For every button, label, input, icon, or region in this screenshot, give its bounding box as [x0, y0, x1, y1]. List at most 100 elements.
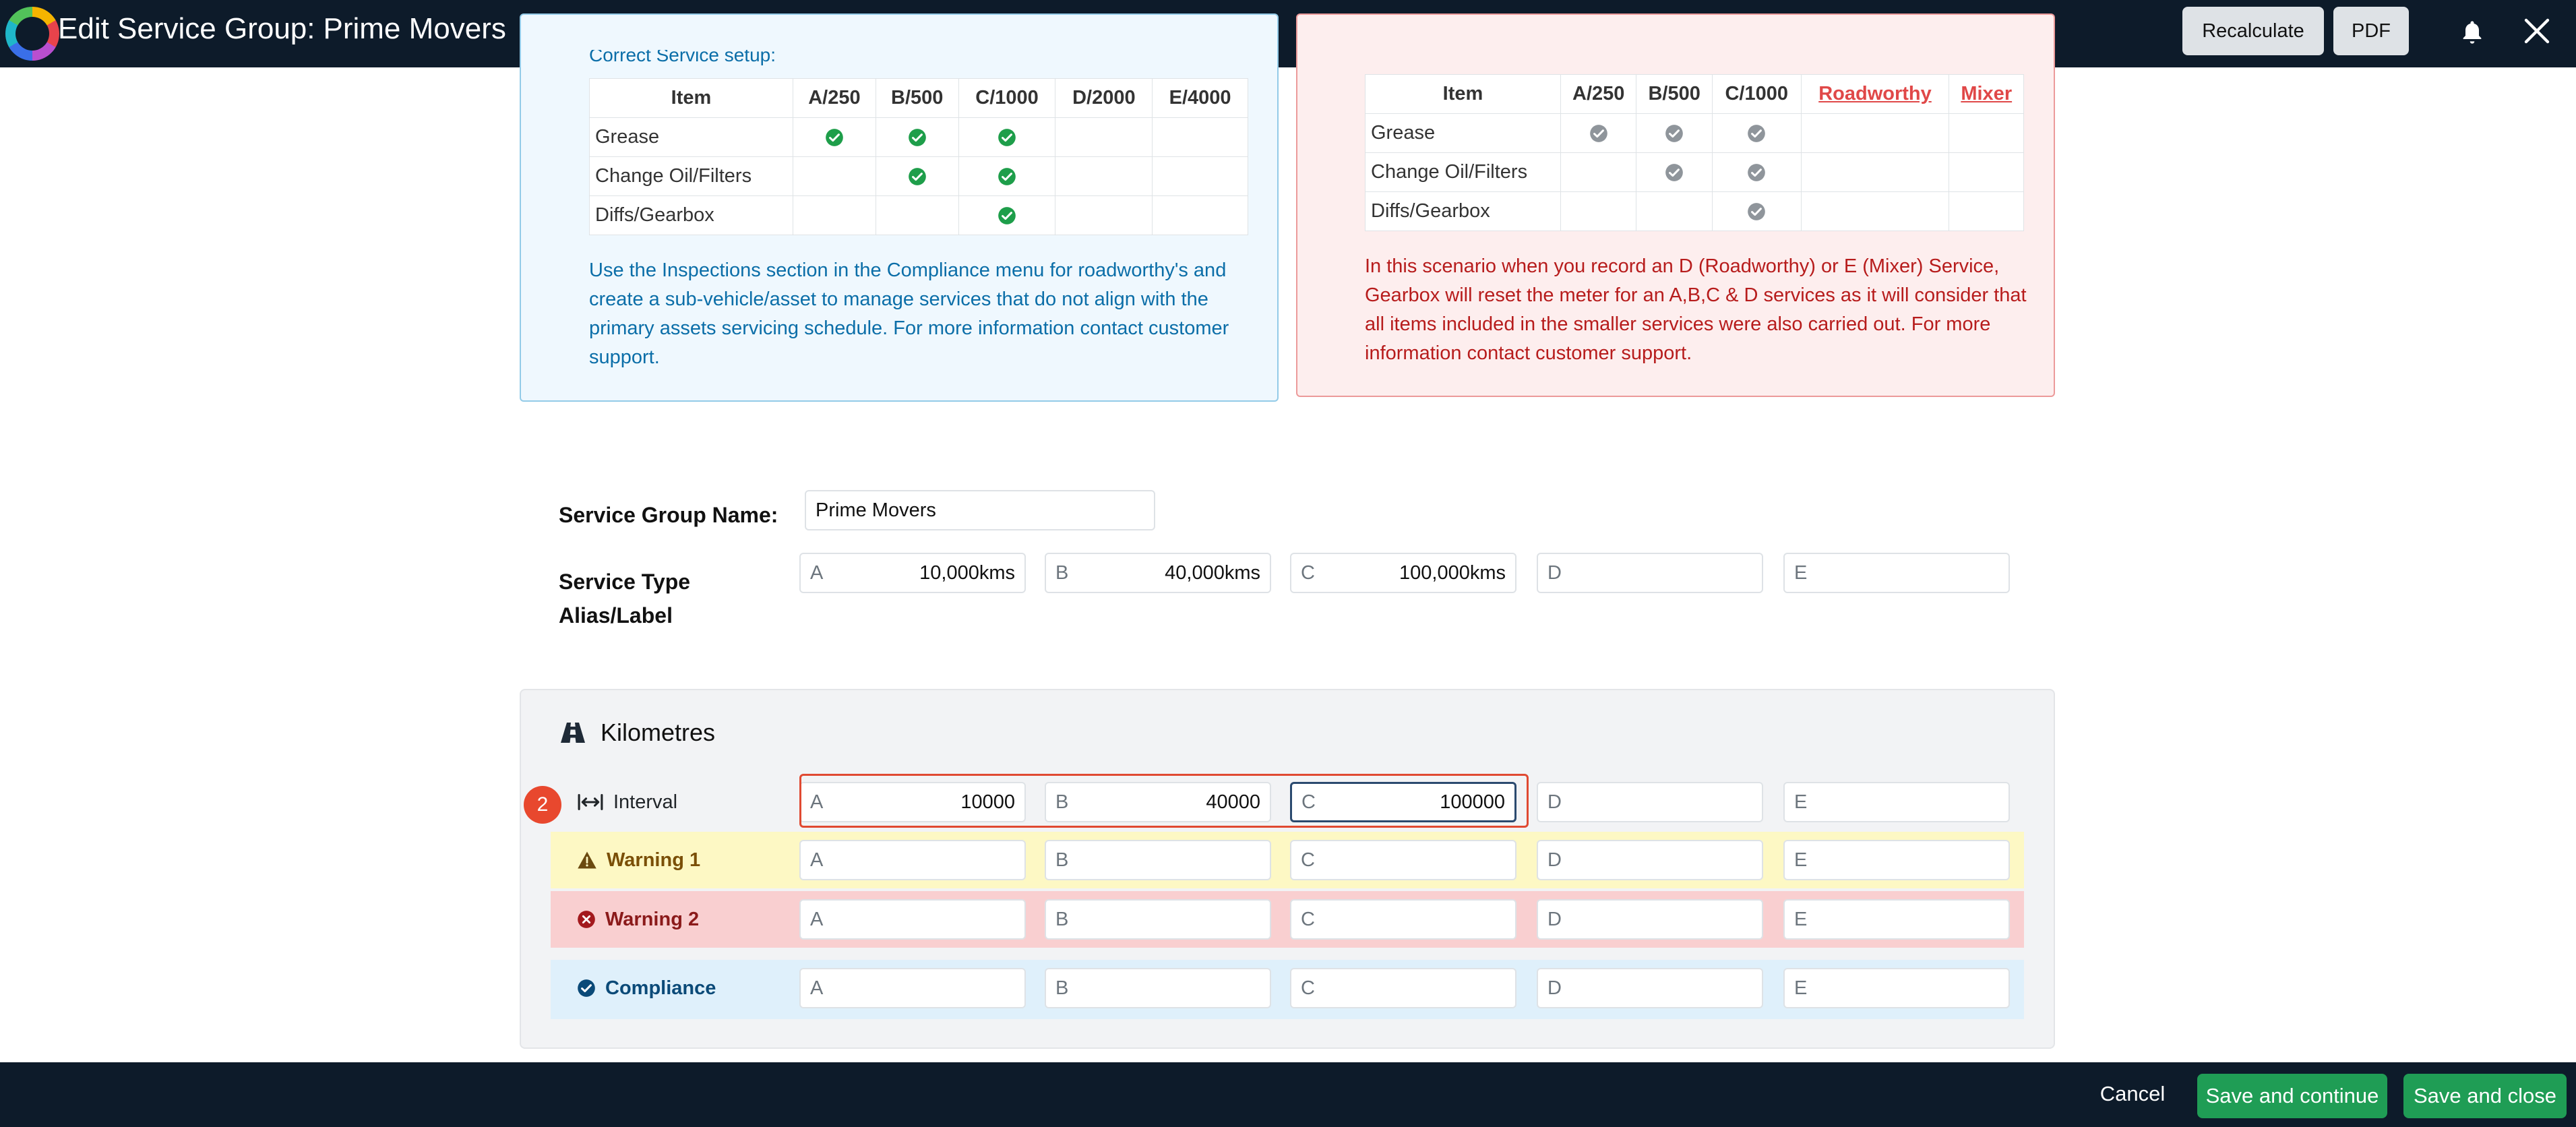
check-cell: [1949, 152, 2024, 192]
check-cell: [1560, 191, 1637, 231]
row-item-label: Change Oil/Filters: [589, 156, 793, 196]
roadworthy-link[interactable]: Roadworthy: [1818, 83, 1932, 104]
check-circle-icon: [908, 129, 926, 147]
service-type-alias-label: Service Type Alias/Label: [559, 570, 691, 628]
alias-input-c[interactable]: C 100,000kms: [1290, 553, 1516, 593]
check-cell: [1800, 152, 1950, 192]
check-circle-icon: [1748, 203, 1766, 221]
check-circle-icon: [826, 129, 843, 147]
km-input-compliance-c[interactable]: C: [1290, 968, 1516, 1008]
km-input-prefix: C: [1301, 908, 1315, 930]
km-input-value: 100000: [1440, 791, 1505, 813]
save-and-continue-button[interactable]: Save and continue: [2197, 1074, 2387, 1118]
check-cell: [1800, 113, 1950, 153]
recalculate-button[interactable]: Recalculate: [2182, 7, 2324, 55]
check-cell: [1636, 113, 1713, 153]
column-header-item: Item: [589, 78, 793, 118]
km-row-warning-2: [551, 891, 2024, 948]
km-input-warning-2-a[interactable]: A: [799, 899, 1026, 940]
column-header-c: C/1000: [1711, 74, 1802, 114]
km-input-prefix: D: [1547, 908, 1562, 930]
table-row: Diffs/Gearbox: [589, 195, 1248, 235]
service-group-name-value: Prime Movers: [816, 499, 936, 521]
column-header-mixer[interactable]: Mixer: [1949, 74, 2024, 114]
table-row: Change Oil/Filters: [1365, 152, 2024, 192]
km-input-compliance-a[interactable]: A: [799, 968, 1026, 1008]
alias-value: 10,000kms: [919, 561, 1015, 584]
km-input-warning-1-a[interactable]: A: [799, 840, 1026, 880]
check-cell: [1152, 156, 1248, 196]
km-input-warning-1-c[interactable]: C: [1290, 840, 1516, 880]
mixer-link[interactable]: Mixer: [1961, 83, 2013, 104]
km-input-warning-2-b[interactable]: B: [1045, 899, 1271, 940]
cancel-button[interactable]: Cancel: [2099, 1082, 2166, 1105]
km-input-compliance-d[interactable]: D: [1537, 968, 1763, 1008]
correct-setup-heading: Correct Service setup:: [589, 50, 859, 73]
road-icon: [561, 723, 585, 743]
km-input-interval-a[interactable]: A 10000: [799, 782, 1026, 822]
alias-input-b[interactable]: B 40,000kms: [1045, 553, 1271, 593]
step-badge: 2: [524, 786, 561, 824]
check-circle-icon: [1589, 125, 1607, 143]
km-input-prefix: B: [1055, 849, 1069, 871]
check-cell: [1152, 117, 1248, 157]
km-input-warning-1-b[interactable]: B: [1045, 840, 1271, 880]
check-circle-icon: [1665, 125, 1684, 143]
km-input-warning-2-d[interactable]: D: [1537, 899, 1763, 940]
alias-input-a[interactable]: A 10,000kms: [799, 553, 1026, 593]
km-input-interval-c[interactable]: C 100000: [1290, 782, 1516, 822]
km-input-interval-d[interactable]: D: [1537, 782, 1763, 822]
km-input-prefix: B: [1055, 908, 1069, 930]
column-header-a: A/250: [793, 78, 876, 118]
check-cell: [1949, 113, 2024, 153]
close-icon[interactable]: [2521, 15, 2553, 47]
check-circle-icon: [1748, 164, 1766, 182]
km-row-label: Warning 2: [577, 903, 699, 936]
km-input-interval-b[interactable]: B 40000: [1045, 782, 1271, 822]
check-cell: [793, 195, 876, 235]
alias-prefix: D: [1547, 561, 1562, 584]
row-item-label: Grease: [589, 117, 793, 157]
km-input-compliance-e[interactable]: E: [1783, 968, 2010, 1008]
bell-icon[interactable]: [2459, 19, 2486, 46]
check-cell: [958, 195, 1056, 235]
check-cell: [1055, 195, 1153, 235]
pdf-button[interactable]: PDF: [2333, 7, 2409, 55]
km-input-warning-2-e[interactable]: E: [1783, 899, 2010, 940]
km-input-prefix: C: [1301, 791, 1316, 813]
alias-input-d[interactable]: D: [1537, 553, 1763, 593]
save-and-close-button[interactable]: Save and close: [2403, 1074, 2567, 1118]
column-header-d: D/2000: [1055, 78, 1153, 118]
scenario-description: In this scenario when you record an D (R…: [1365, 255, 2027, 364]
km-input-prefix: A: [810, 977, 824, 999]
table-row: Grease: [589, 117, 1248, 157]
page-title: Edit Service Group: Prime Movers: [58, 12, 506, 46]
km-input-prefix: E: [1794, 849, 1808, 871]
check-cell: [958, 156, 1056, 196]
km-input-compliance-b[interactable]: B: [1045, 968, 1271, 1008]
column-header-c: C/1000: [958, 78, 1056, 118]
check-cell: [1560, 113, 1637, 153]
alias-value: 40,000kms: [1165, 561, 1260, 584]
service-group-name-input[interactable]: Prime Movers: [805, 490, 1155, 530]
km-input-interval-e[interactable]: E: [1783, 782, 2010, 822]
check-cell: [875, 117, 959, 157]
column-header-e: E/4000: [1152, 78, 1248, 118]
km-input-prefix: A: [810, 908, 824, 930]
km-input-warning-2-c[interactable]: C: [1290, 899, 1516, 940]
km-input-value: 10000: [960, 791, 1015, 813]
check-cell: [1949, 191, 2024, 231]
km-row-label: Warning 1: [577, 844, 700, 876]
alias-prefix: E: [1794, 561, 1808, 584]
check-cell: [875, 156, 959, 196]
km-input-prefix: D: [1547, 791, 1562, 813]
alias-input-e[interactable]: E: [1783, 553, 2010, 593]
check-cell: [1636, 191, 1713, 231]
km-input-prefix: C: [1301, 977, 1315, 999]
alias-value: 100,000kms: [1399, 561, 1506, 584]
km-input-warning-1-e[interactable]: E: [1783, 840, 2010, 880]
km-input-warning-1-d[interactable]: D: [1537, 840, 1763, 880]
column-header-roadworthy[interactable]: Roadworthy: [1800, 74, 1950, 114]
page-title-value: Prime Movers: [323, 12, 506, 45]
column-header-item: Item: [1365, 74, 1561, 114]
